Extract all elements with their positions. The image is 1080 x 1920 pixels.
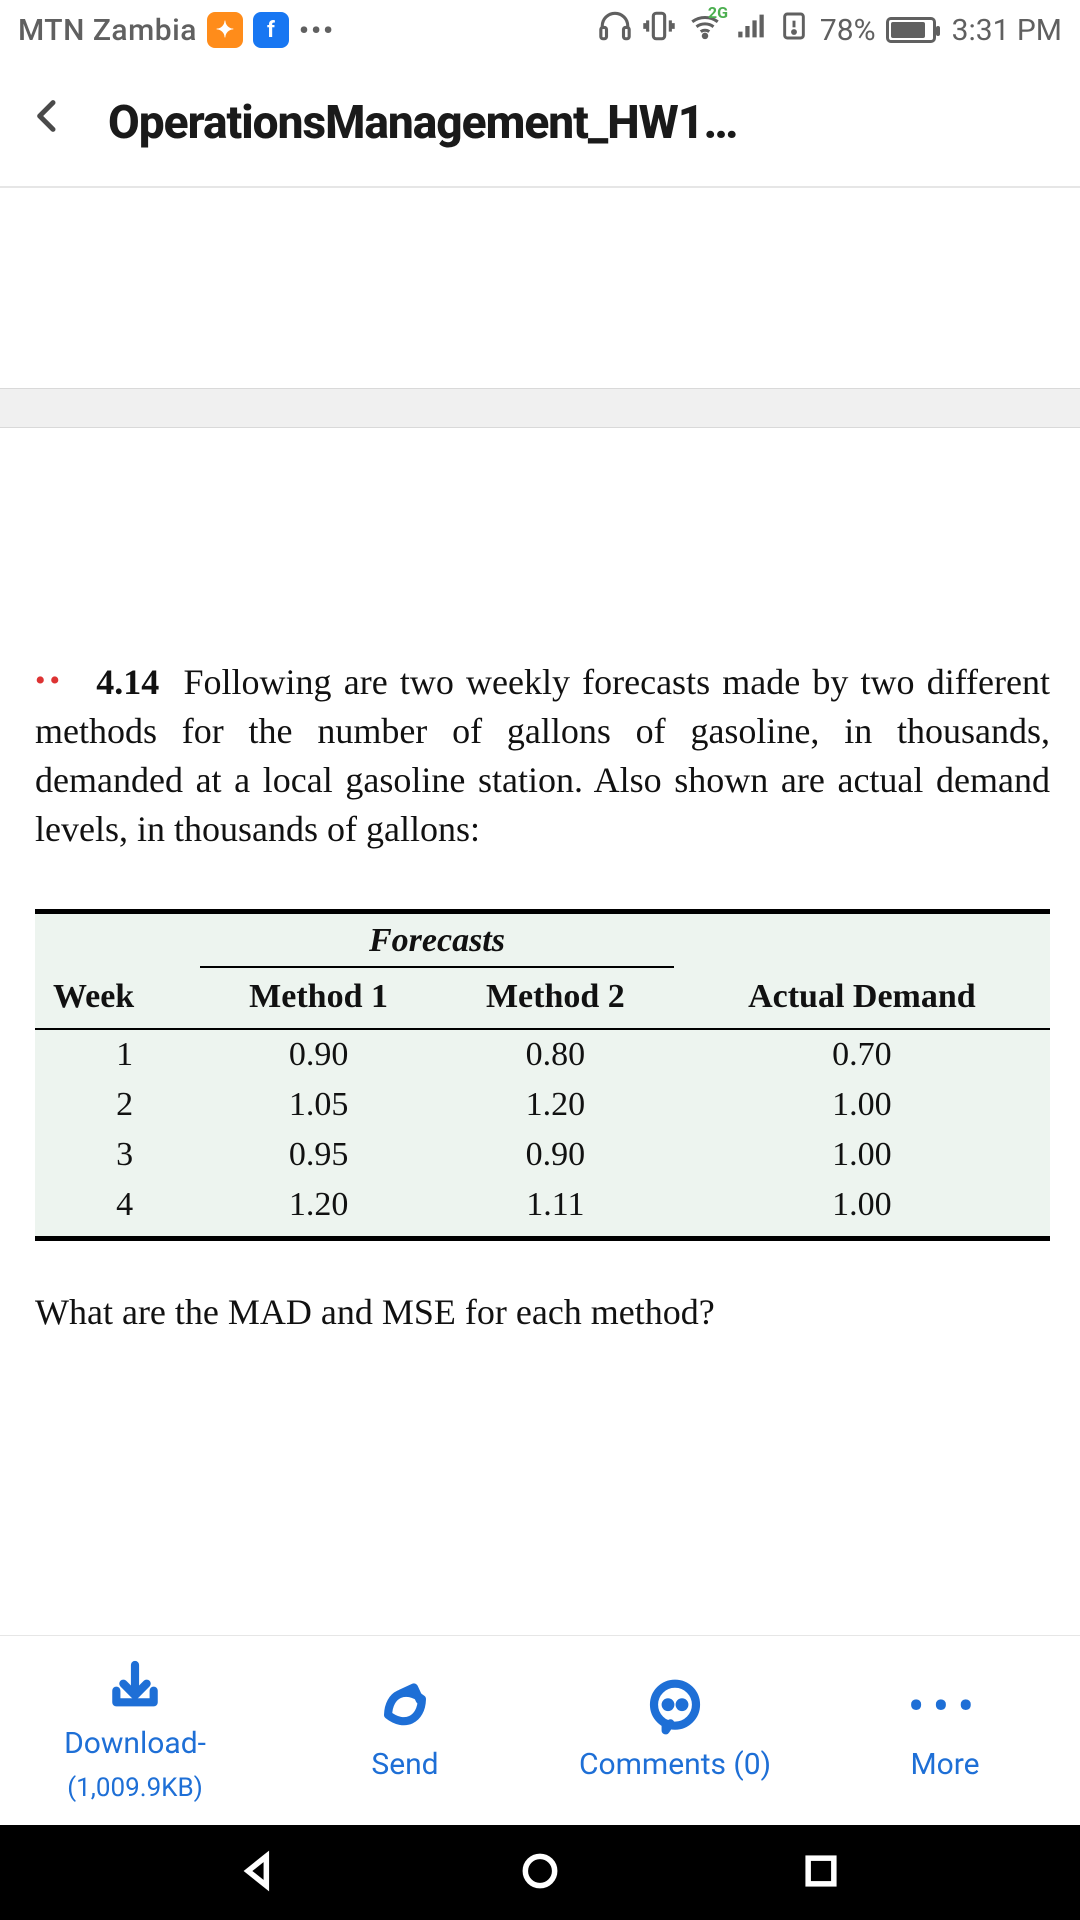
network-type-badge: 2G <box>708 3 728 22</box>
cell-actual: 1.00 <box>674 1180 1050 1239</box>
cell-actual: 1.00 <box>674 1130 1050 1180</box>
comments-label: Comments (0) <box>579 1747 771 1782</box>
more-icon: ••• <box>908 1679 983 1735</box>
nav-back-button[interactable] <box>237 1849 281 1897</box>
sim-alert-icon <box>778 9 810 51</box>
document-viewport[interactable]: •• 4.14 Following are two weekly forecas… <box>0 188 1080 1635</box>
cell-m1: 0.95 <box>200 1130 437 1180</box>
wifi-icon: 2G <box>686 9 724 51</box>
table-row: 30.950.901.00 <box>35 1130 1050 1180</box>
share-icon <box>377 1679 433 1735</box>
download-button[interactable]: Download- (1,009.9KB) <box>0 1636 270 1825</box>
nav-recents-button[interactable] <box>799 1849 843 1897</box>
col-header-method2: Method 2 <box>437 967 674 1029</box>
cellular-signal-icon <box>734 9 768 51</box>
bottom-action-bar: Download- (1,009.9KB) Send Comments (0) … <box>0 1635 1080 1825</box>
notification-overflow-icon: ••• <box>299 14 335 47</box>
table-row: 10.900.800.70 <box>35 1029 1050 1080</box>
col-group-forecasts: Forecasts <box>200 911 674 967</box>
notification-facebook-icon: f <box>253 12 289 48</box>
cell-week: 1 <box>35 1029 200 1080</box>
cell-week: 3 <box>35 1130 200 1180</box>
cell-week: 2 <box>35 1080 200 1130</box>
nav-home-button[interactable] <box>518 1849 562 1897</box>
cell-m2: 0.80 <box>437 1029 674 1080</box>
problem-statement: •• 4.14 Following are two weekly forecas… <box>35 658 1050 1333</box>
android-navigation-bar <box>0 1825 1080 1920</box>
comments-button[interactable]: Comments (0) <box>540 1636 810 1825</box>
back-button[interactable] <box>28 88 68 158</box>
more-button[interactable]: ••• More <box>810 1636 1080 1825</box>
headphones-icon <box>598 9 632 51</box>
send-label: Send <box>371 1747 438 1782</box>
problem-difficulty-dots: •• <box>35 664 64 697</box>
document-title: OperationsManagement_HW1… <box>108 96 1052 150</box>
comment-icon <box>647 1679 703 1735</box>
app-title-bar: OperationsManagement_HW1… <box>0 60 1080 188</box>
problem-number: 4.14 <box>96 662 159 702</box>
col-header-actual: Actual Demand <box>674 911 1050 1029</box>
page-break-gap <box>0 388 1080 428</box>
battery-icon <box>886 17 936 43</box>
cell-m2: 1.20 <box>437 1080 674 1130</box>
cell-actual: 1.00 <box>674 1080 1050 1130</box>
cell-actual: 0.70 <box>674 1029 1050 1080</box>
problem-question: What are the MAD and MSE for each method… <box>35 1291 1050 1333</box>
status-left-cluster: MTN Zambia ✦ f ••• <box>18 12 335 48</box>
forecast-table-container: Week Forecasts Actual Demand Method 1 Me… <box>35 909 1050 1241</box>
cell-m1: 1.20 <box>200 1180 437 1239</box>
cell-m1: 0.90 <box>200 1029 437 1080</box>
download-icon <box>107 1658 163 1714</box>
notification-app-icon-1: ✦ <box>207 12 243 48</box>
col-header-method1: Method 1 <box>200 967 437 1029</box>
battery-percent-label: 78% <box>820 13 876 48</box>
download-size-label: (1,009.9KB) <box>67 1773 203 1803</box>
status-right-cluster: 2G 78% 3:31 PM <box>598 9 1062 51</box>
download-label: Download- <box>64 1726 206 1761</box>
table-row: 41.201.111.00 <box>35 1180 1050 1239</box>
cell-m1: 1.05 <box>200 1080 437 1130</box>
document-page: •• 4.14 Following are two weekly forecas… <box>0 428 1080 1635</box>
clock-label: 3:31 PM <box>952 13 1062 48</box>
carrier-label: MTN Zambia <box>18 13 197 48</box>
forecast-table: Week Forecasts Actual Demand Method 1 Me… <box>35 909 1050 1241</box>
vibrate-icon <box>642 9 676 51</box>
table-row: 21.051.201.00 <box>35 1080 1050 1130</box>
cell-m2: 0.90 <box>437 1130 674 1180</box>
col-header-week: Week <box>35 911 200 1029</box>
android-status-bar: MTN Zambia ✦ f ••• 2G 78% 3:31 PM <box>0 0 1080 60</box>
more-label: More <box>910 1747 979 1782</box>
cell-week: 4 <box>35 1180 200 1239</box>
problem-text: Following are two weekly forecasts made … <box>35 662 1050 849</box>
cell-m2: 1.11 <box>437 1180 674 1239</box>
send-button[interactable]: Send <box>270 1636 540 1825</box>
